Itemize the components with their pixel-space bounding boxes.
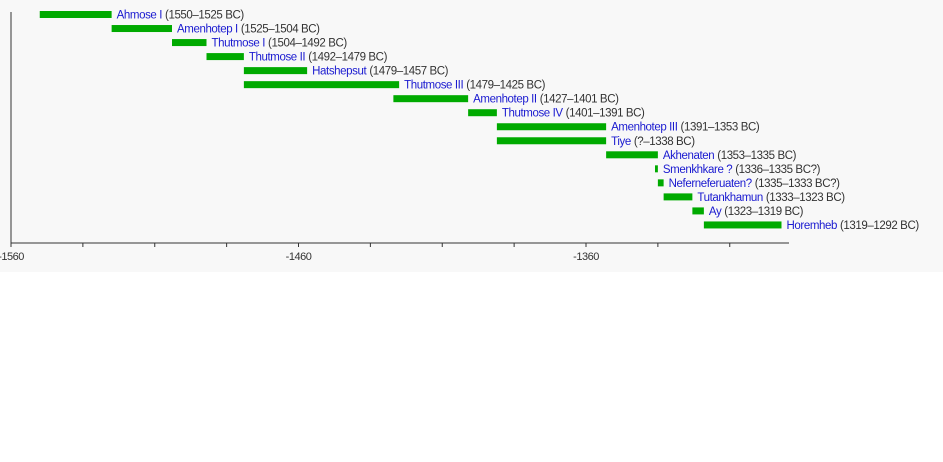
ruler-name-link[interactable]: Thutmose III bbox=[404, 80, 464, 92]
reign-bar bbox=[39, 11, 112, 18]
reign-bar bbox=[655, 165, 658, 173]
timeline-row: Thutmose III (1479–1425 BC) bbox=[243, 80, 546, 92]
ruler-name-link[interactable]: Tutankhamun bbox=[697, 192, 763, 204]
reign-bar bbox=[111, 25, 172, 33]
reign-bar bbox=[657, 179, 664, 187]
ruler-name-link[interactable]: Thutmose IV bbox=[502, 108, 564, 120]
row-label: Thutmose II (1492–1479 BC) bbox=[249, 52, 388, 64]
reign-period: (1353–1335 BC) bbox=[717, 150, 796, 162]
ruler-name-link[interactable]: Thutmose I bbox=[212, 38, 266, 50]
row-label: Amenhotep III (1391–1353 BC) bbox=[611, 122, 760, 134]
timeline-row: Tiye (?–1338 BC) bbox=[496, 136, 696, 148]
timeline-row: Thutmose IV (1401–1391 BC) bbox=[468, 108, 645, 120]
ruler-name-link[interactable]: Amenhotep II bbox=[473, 94, 537, 106]
timeline-row: Thutmose II (1492–1479 BC) bbox=[206, 52, 388, 64]
row-label: Tiye (?–1338 BC) bbox=[611, 136, 695, 148]
reign-bar bbox=[663, 193, 693, 201]
reign-period: (1504–1492 BC) bbox=[268, 38, 347, 50]
reign-period: (1391–1353 BC) bbox=[681, 122, 760, 134]
reign-bar bbox=[206, 53, 244, 61]
timeline-row: Thutmose I (1504–1492 BC) bbox=[172, 38, 348, 50]
ruler-name-link[interactable]: Amenhotep I bbox=[177, 24, 238, 36]
timeline-row: Neferneferuaten? (1335–1333 BC?) bbox=[657, 178, 840, 190]
reign-period: (?–1338 BC) bbox=[634, 136, 695, 148]
timeline-row: Smenkhkare ? (1336–1335 BC?) bbox=[655, 164, 821, 176]
row-label: Thutmose III (1479–1425 BC) bbox=[404, 80, 545, 92]
reign-period: (1401–1391 BC) bbox=[566, 108, 645, 120]
ruler-name-link[interactable]: Hatshepsut bbox=[312, 66, 368, 78]
reign-bar bbox=[243, 81, 400, 89]
row-label: Hatshepsut (1479–1457 BC) bbox=[312, 66, 449, 78]
timeline-row: Amenhotep II (1427–1401 BC) bbox=[393, 94, 619, 106]
row-label: Amenhotep I (1525–1504 BC) bbox=[177, 24, 320, 36]
row-label: Horemheb (1319–1292 BC) bbox=[787, 220, 920, 232]
ruler-name-link[interactable]: Akhenaten bbox=[663, 150, 715, 162]
ruler-name-link[interactable]: Neferneferuaten? bbox=[669, 178, 753, 190]
x-tick-label: -1560 bbox=[0, 251, 24, 263]
row-label: Tutankhamun (1333–1323 BC) bbox=[697, 192, 845, 204]
timeline-row: Hatshepsut (1479–1457 BC) bbox=[243, 66, 449, 78]
timeline-row: Horemheb (1319–1292 BC) bbox=[703, 220, 920, 232]
reign-bar bbox=[703, 221, 782, 229]
reign-period: (1525–1504 BC) bbox=[241, 24, 320, 36]
reign-bar bbox=[468, 109, 497, 117]
reign-period: (1427–1401 BC) bbox=[540, 94, 619, 106]
x-tick-label: -1360 bbox=[573, 251, 599, 263]
timeline-chart: -1560 -1460 -1360 Ahmose I (1550–1525 BC) Am… bbox=[0, 9, 920, 264]
reign-bar bbox=[172, 39, 207, 47]
reign-period: (1319–1292 BC) bbox=[840, 220, 919, 232]
row-label: Neferneferuaten? (1335–1333 BC?) bbox=[669, 178, 840, 190]
row-label: Ahmose I (1550–1525 BC) bbox=[117, 10, 245, 22]
reign-period: (1333–1323 BC) bbox=[766, 192, 845, 204]
ruler-name-link[interactable]: Smenkhkare ? bbox=[663, 164, 733, 176]
x-tick-label: -1460 bbox=[286, 251, 312, 263]
reign-period: (1323–1319 BC) bbox=[724, 206, 803, 218]
reign-period: (1335–1333 BC?) bbox=[755, 178, 840, 190]
row-label: Thutmose I (1504–1492 BC) bbox=[212, 38, 348, 50]
reign-period: (1550–1525 BC) bbox=[165, 10, 244, 22]
reign-bar bbox=[243, 67, 308, 75]
reign-bar bbox=[692, 207, 704, 215]
timeline-row: Amenhotep I (1525–1504 BC) bbox=[111, 24, 321, 36]
timeline-row: Ay (1323–1319 BC) bbox=[692, 206, 804, 218]
timeline-row: Tutankhamun (1333–1323 BC) bbox=[663, 192, 846, 204]
ruler-name-link[interactable]: Ay bbox=[709, 206, 722, 218]
reign-bar bbox=[393, 95, 469, 103]
row-label: Akhenaten (1353–1335 BC) bbox=[663, 150, 797, 162]
timeline-svg: -1560 -1460 -1360 Ahmose I (1550–1525 BC) Am… bbox=[0, 10, 920, 264]
reign-bar bbox=[496, 123, 607, 131]
row-label: Amenhotep II (1427–1401 BC) bbox=[473, 94, 619, 106]
reign-period: (1479–1425 BC) bbox=[466, 80, 545, 92]
reign-period: (1492–1479 BC) bbox=[308, 52, 387, 64]
reign-bar bbox=[496, 137, 607, 145]
timeline-row: Akhenaten (1353–1335 BC) bbox=[606, 150, 797, 162]
ruler-name-link[interactable]: Horemheb bbox=[787, 220, 838, 232]
ruler-name-link[interactable]: Amenhotep III bbox=[611, 122, 678, 134]
row-label: Thutmose IV (1401–1391 BC) bbox=[502, 108, 645, 120]
ruler-name-link[interactable]: Tiye bbox=[611, 136, 631, 148]
reign-period: (1336–1335 BC?) bbox=[735, 164, 820, 176]
timeline-row: Amenhotep III (1391–1353 BC) bbox=[496, 122, 760, 134]
ruler-name-link[interactable]: Thutmose II bbox=[249, 52, 306, 64]
row-label: Ay (1323–1319 BC) bbox=[709, 206, 804, 218]
ruler-name-link[interactable]: Ahmose I bbox=[117, 10, 163, 22]
timeline-row: Ahmose I (1550–1525 BC) bbox=[39, 10, 245, 22]
row-label: Smenkhkare ? (1336–1335 BC?) bbox=[663, 164, 821, 176]
reign-period: (1479–1457 BC) bbox=[369, 66, 448, 78]
reign-bar bbox=[606, 151, 658, 159]
